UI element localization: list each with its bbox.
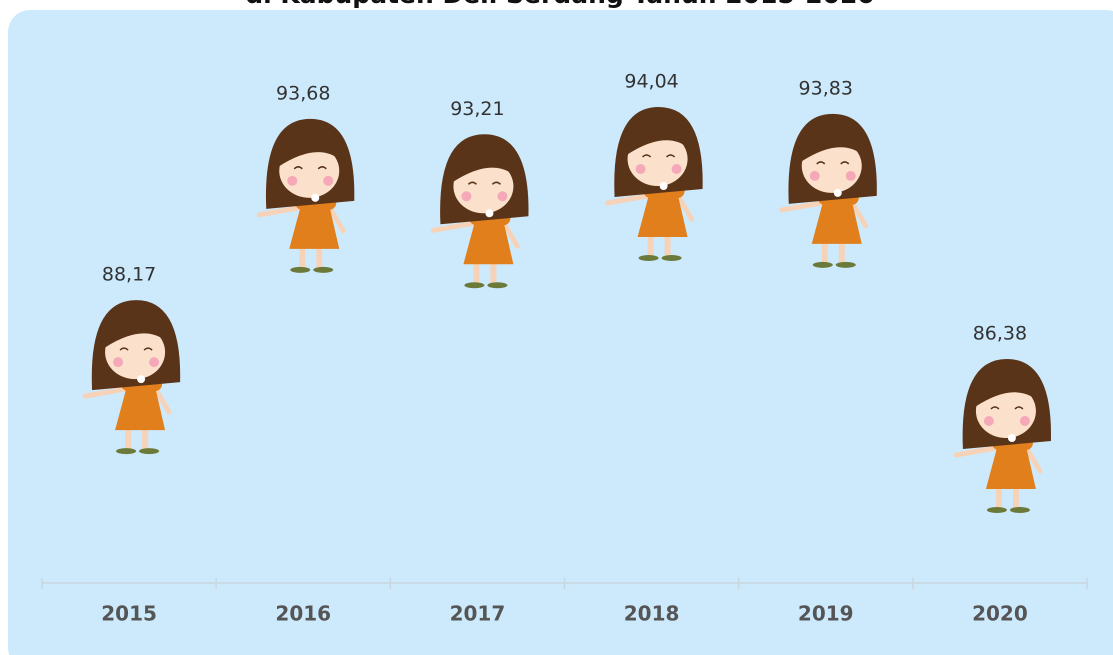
value-label: 88,17 — [102, 264, 156, 286]
x-tick-label: 2020 — [972, 602, 1028, 626]
arm — [779, 199, 831, 213]
collar — [1007, 434, 1016, 442]
fringe — [104, 310, 168, 349]
value-label: 86,38 — [973, 323, 1027, 345]
leg — [647, 235, 654, 257]
eyes — [119, 347, 153, 351]
cheek — [983, 416, 994, 426]
leg — [1012, 487, 1019, 509]
shoe — [986, 507, 1007, 513]
shoe — [139, 448, 160, 455]
arm — [605, 192, 657, 206]
leg — [316, 246, 323, 269]
leg — [473, 262, 480, 285]
eyes — [990, 406, 1024, 410]
shoe — [313, 266, 334, 273]
cheek — [635, 164, 646, 174]
fringe — [278, 128, 342, 167]
fringe — [974, 368, 1038, 407]
cheek — [149, 357, 160, 368]
x-tick-label: 2015 — [101, 602, 157, 626]
girl-icon — [430, 134, 529, 289]
shoe — [487, 282, 508, 289]
cheek — [809, 170, 820, 181]
arm — [326, 204, 346, 234]
collar — [311, 193, 320, 202]
eyes — [467, 181, 501, 185]
girl-icon — [82, 300, 181, 455]
x-tick-label: 2018 — [624, 602, 680, 626]
shoe — [835, 261, 856, 268]
eyes — [642, 154, 676, 158]
shoe — [812, 261, 833, 268]
leg — [299, 246, 306, 269]
leg — [838, 241, 845, 264]
shoe — [464, 282, 485, 289]
leg — [490, 262, 497, 285]
shoe — [638, 255, 659, 261]
girl-icon — [256, 118, 355, 273]
cheek — [113, 357, 124, 368]
arm — [430, 219, 482, 233]
arm — [953, 444, 1005, 458]
arm — [82, 385, 134, 399]
dress — [463, 212, 514, 265]
eyes — [816, 161, 850, 165]
leg — [995, 487, 1002, 509]
x-tick-label: 2019 — [798, 602, 854, 626]
shoe — [116, 448, 137, 455]
x-tick-label: 2017 — [450, 602, 506, 626]
arm — [849, 199, 869, 229]
eyes — [293, 166, 327, 170]
arm — [152, 385, 172, 415]
arm — [500, 219, 520, 249]
value-label: 93,83 — [799, 77, 853, 99]
fringe — [452, 144, 516, 183]
arm — [256, 204, 308, 218]
cheek — [497, 191, 508, 202]
shoe — [1009, 507, 1030, 513]
dress — [985, 437, 1036, 489]
value-label: 93,21 — [450, 98, 504, 120]
leg — [664, 235, 671, 257]
leg — [142, 428, 149, 451]
cheek — [671, 164, 682, 174]
value-label: 94,04 — [624, 71, 678, 93]
girl-icon — [605, 107, 703, 261]
cheek — [461, 191, 472, 202]
dress — [289, 196, 340, 249]
shoe — [661, 255, 682, 261]
value-label: 93,68 — [276, 82, 330, 104]
dress — [811, 191, 862, 244]
shoe — [290, 266, 311, 273]
arm — [1023, 444, 1043, 474]
girl-icon — [953, 359, 1051, 513]
arm — [675, 192, 695, 222]
dress — [115, 378, 166, 431]
x-tick-label: 2016 — [275, 602, 331, 626]
collar — [833, 188, 842, 197]
collar — [137, 375, 146, 384]
girl-icon — [779, 113, 877, 268]
cheek — [1019, 416, 1030, 426]
collar — [659, 182, 668, 190]
collar — [485, 209, 494, 218]
chart-title: di Kabupaten Deli Serdang Tahun 2015-202… — [245, 0, 875, 9]
leg — [125, 428, 132, 451]
dress — [637, 185, 688, 237]
leg — [821, 241, 828, 264]
cheek — [845, 170, 856, 181]
cheek — [323, 175, 334, 186]
cheek — [287, 175, 298, 186]
fringe — [800, 123, 864, 162]
fringe — [626, 116, 690, 155]
